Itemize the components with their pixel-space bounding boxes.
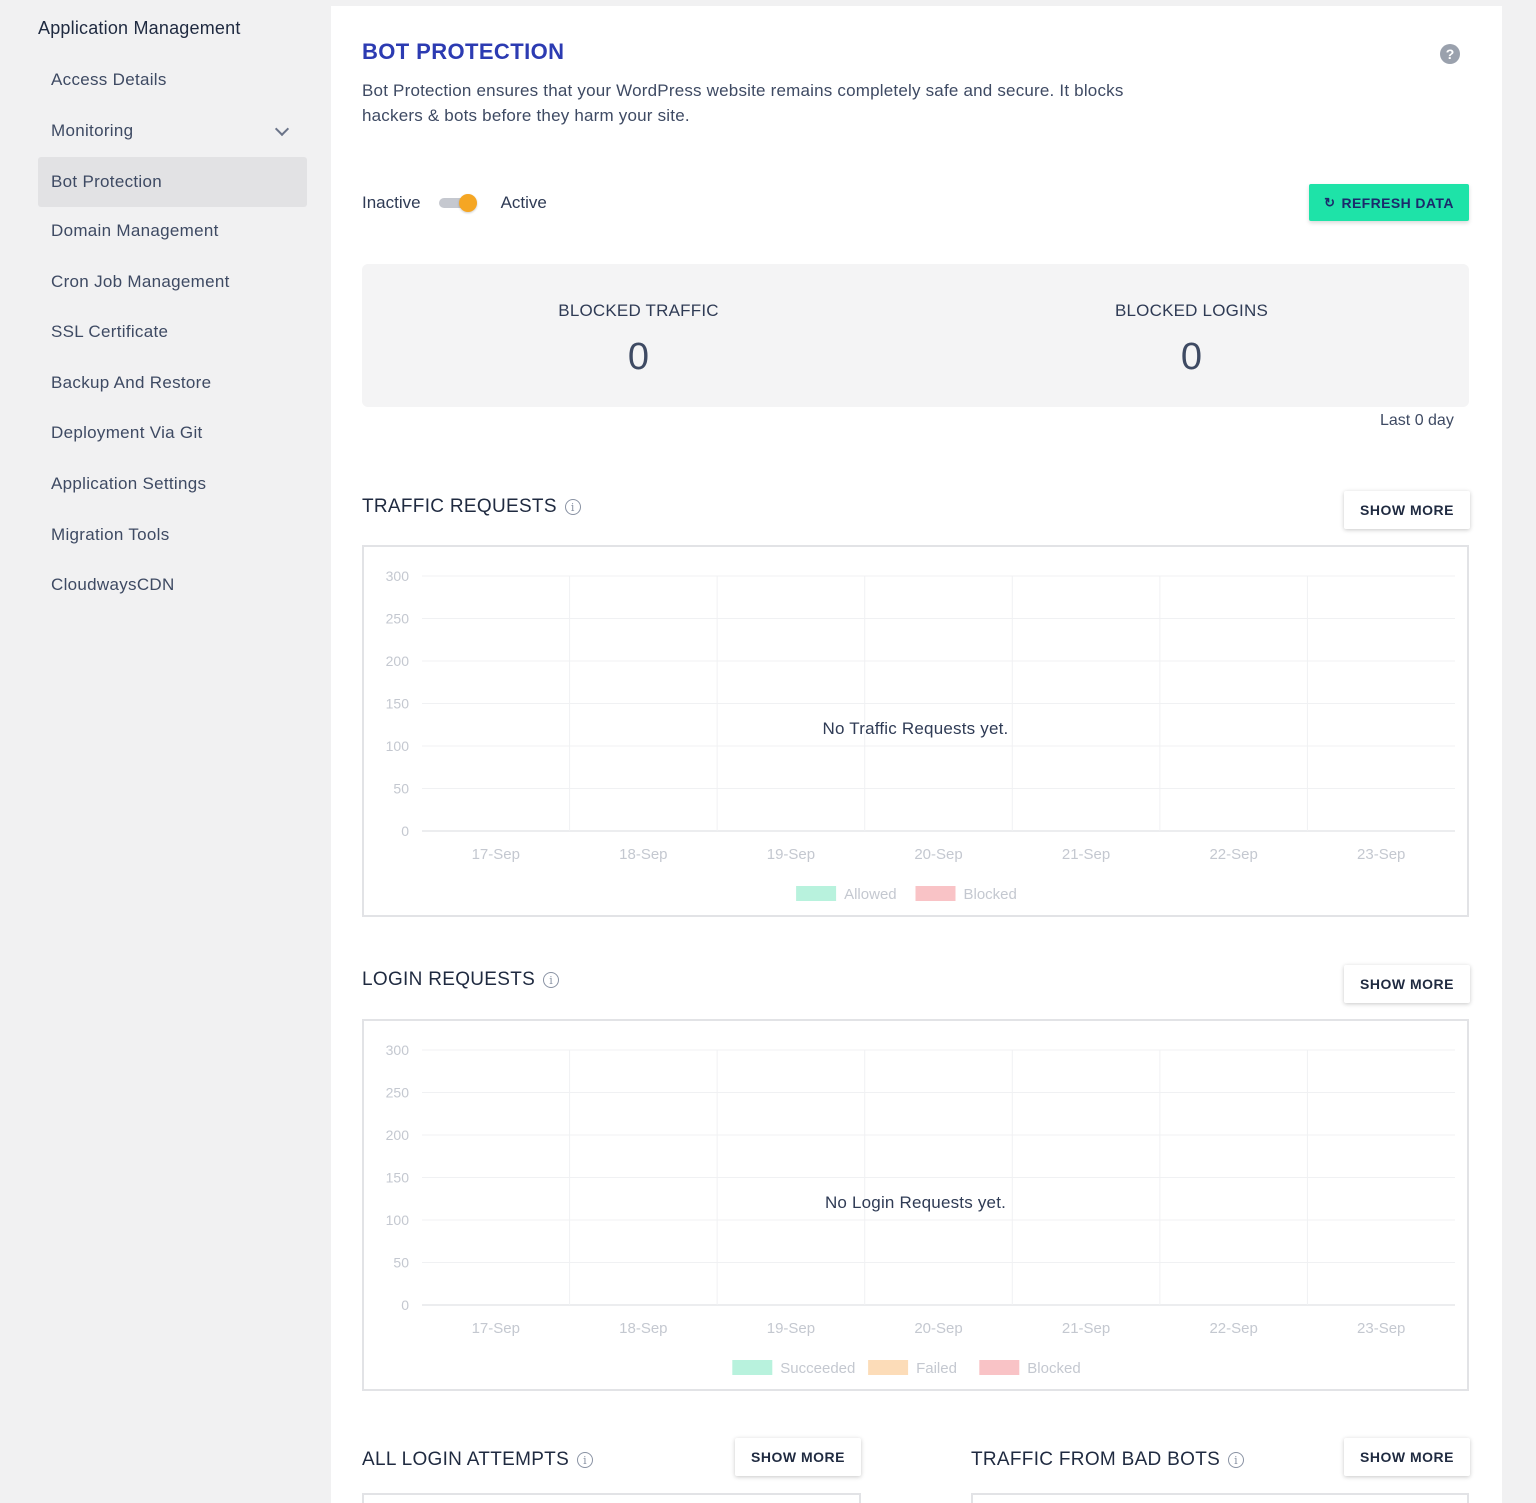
x-tick-label: 20-Sep: [914, 846, 962, 863]
legend-label: Blocked: [964, 886, 1017, 903]
traffic-requests-heading: TRAFFIC REQUESTS i: [362, 496, 581, 518]
info-icon[interactable]: i: [543, 972, 560, 988]
login-requests-title: LOGIN REQUESTS: [362, 969, 536, 990]
bad-bots-show-more-button[interactable]: SHOW MORE: [1344, 1438, 1470, 1476]
legend-swatch: [868, 1360, 909, 1375]
traffic-chart-svg: 0 50 100 150 200 250 300 17-Sep 18-Sep 19-Sep 20-S…: [386, 568, 1455, 903]
login-chart-svg: 0 50 100 150 200 250 300 17-Sep 18-Sep 19-Sep 20-S…: [386, 1042, 1455, 1377]
sidebar-item-ssl-certificate[interactable]: SSL Certificate: [51, 322, 169, 341]
sidebar: Application Management Access Details Mo…: [0, 0, 330, 1503]
all-login-attempts-heading: ALL LOGIN ATTEMPTS i: [362, 1449, 594, 1471]
sidebar-title: Application Management: [38, 18, 241, 38]
x-tick-label: 23-Sep: [1357, 1320, 1405, 1337]
x-tick-label: 22-Sep: [1209, 1320, 1257, 1337]
protection-toggle-row: Inactive Active: [362, 190, 547, 216]
stats-panel: BLOCKED TRAFFIC 0 BLOCKED LOGINS 0: [362, 264, 1469, 407]
x-tick-label: 20-Sep: [914, 1320, 962, 1337]
x-tick-label: 18-Sep: [619, 846, 667, 863]
toggle-active-label: Active: [500, 193, 547, 212]
legend-label: Allowed: [844, 886, 897, 903]
main-panel: BOT PROTECTION ? Bot Protection ensures …: [331, 6, 1502, 1503]
sidebar-item-cloudwayscdn[interactable]: CloudwaysCDN: [51, 575, 175, 594]
y-tick-label: 100: [386, 1212, 410, 1228]
y-tick-label: 300: [386, 568, 410, 584]
sidebar-item-monitoring[interactable]: Monitoring: [38, 106, 307, 156]
traffic-requests-chart: 0 50 100 150 200 250 300 17-Sep 18-Sep 19-Sep 20-S…: [362, 545, 1469, 917]
y-tick-label: 150: [386, 1170, 410, 1186]
refresh-data-button[interactable]: ↻ REFRESH DATA: [1309, 184, 1469, 221]
sidebar-item-migration-tools[interactable]: Migration Tools: [51, 525, 170, 544]
traffic-show-more-button[interactable]: SHOW MORE: [1344, 491, 1470, 529]
legend-swatch: [915, 886, 956, 901]
y-tick-label: 100: [386, 738, 410, 754]
legend-swatch: [796, 886, 837, 901]
protection-toggle[interactable]: [438, 193, 479, 213]
sidebar-item-cron-job-management[interactable]: Cron Job Management: [51, 272, 230, 291]
x-tick-label: 22-Sep: [1209, 846, 1257, 863]
x-tick-label: 23-Sep: [1357, 846, 1405, 863]
all-login-attempts-show-more-button[interactable]: SHOW MORE: [735, 1438, 861, 1476]
traffic-from-bad-bots-title: TRAFFIC FROM BAD BOTS: [971, 1449, 1221, 1470]
legend-label: Failed: [916, 1360, 957, 1377]
page-description: Bot Protection ensures that your WordPre…: [362, 81, 1124, 125]
info-icon[interactable]: i: [564, 499, 581, 515]
sidebar-item-deployment-via-git[interactable]: Deployment Via Git: [51, 423, 203, 442]
sidebar-item-label: Monitoring: [51, 121, 134, 140]
y-tick-label: 0: [401, 823, 409, 839]
x-tick-label: 17-Sep: [472, 1320, 520, 1337]
info-icon[interactable]: i: [577, 1452, 594, 1468]
stats-period: Last 0 day: [1380, 412, 1454, 429]
legend-swatch: [979, 1360, 1020, 1375]
x-tick-label: 19-Sep: [767, 846, 815, 863]
traffic-from-bad-bots-panel: [971, 1493, 1469, 1503]
x-tick-label: 17-Sep: [472, 846, 520, 863]
x-tick-label: 21-Sep: [1062, 1320, 1110, 1337]
y-tick-label: 50: [393, 1255, 409, 1271]
login-show-more-button[interactable]: SHOW MORE: [1344, 965, 1470, 1003]
y-tick-label: 200: [386, 653, 410, 669]
sidebar-item-bot-protection[interactable]: Bot Protection: [38, 157, 307, 207]
legend-label: Succeeded: [780, 1360, 855, 1377]
legend-label: Blocked: [1027, 1360, 1080, 1377]
blocked-traffic-label: BLOCKED TRAFFIC: [558, 301, 719, 320]
traffic-requests-title: TRAFFIC REQUESTS: [362, 496, 557, 517]
blocked-logins-value: 0: [1180, 336, 1203, 378]
x-tick-label: 18-Sep: [619, 1320, 667, 1337]
login-requests-chart: 0 50 100 150 200 250 300 17-Sep 18-Sep 19-Sep 20-S…: [362, 1019, 1469, 1391]
sidebar-item-access-details[interactable]: Access Details: [51, 70, 167, 89]
sidebar-item-application-settings[interactable]: Application Settings: [51, 474, 207, 493]
toggle-inactive-label: Inactive: [362, 193, 421, 212]
help-icon[interactable]: ?: [1440, 44, 1460, 64]
refresh-icon: ↻: [1324, 194, 1336, 210]
y-tick-label: 250: [386, 1085, 410, 1101]
all-login-attempts-panel: [362, 1493, 861, 1503]
refresh-data-label: REFRESH DATA: [1341, 194, 1454, 211]
x-tick-label: 19-Sep: [767, 1320, 815, 1337]
y-tick-label: 50: [393, 781, 409, 797]
legend-swatch: [732, 1360, 773, 1375]
y-tick-label: 250: [386, 611, 410, 627]
login-empty-message: No Login Requests yet.: [824, 1193, 1007, 1212]
traffic-from-bad-bots-heading: TRAFFIC FROM BAD BOTS i: [971, 1449, 1245, 1471]
sidebar-item-backup-and-restore[interactable]: Backup And Restore: [51, 373, 212, 392]
login-requests-heading: LOGIN REQUESTS i: [362, 969, 560, 991]
blocked-traffic-stat: BLOCKED TRAFFIC 0: [362, 264, 915, 407]
y-tick-label: 300: [386, 1042, 410, 1058]
toggle-track: [438, 198, 477, 208]
blocked-logins-label: BLOCKED LOGINS: [1114, 301, 1268, 320]
all-login-attempts-title: ALL LOGIN ATTEMPTS: [362, 1449, 570, 1470]
y-tick-label: 0: [401, 1297, 409, 1313]
x-tick-label: 21-Sep: [1062, 846, 1110, 863]
toggle-knob: [458, 194, 477, 212]
blocked-traffic-value: 0: [627, 336, 650, 378]
blocked-logins-stat: BLOCKED LOGINS 0: [915, 264, 1468, 407]
sidebar-item-domain-management[interactable]: Domain Management: [51, 221, 219, 240]
chevron-down-icon[interactable]: [274, 121, 290, 137]
y-tick-label: 200: [386, 1127, 410, 1143]
y-tick-label: 150: [386, 696, 410, 712]
traffic-empty-message: No Traffic Requests yet.: [822, 719, 1009, 738]
info-icon[interactable]: i: [1228, 1452, 1245, 1468]
page-title: BOT PROTECTION: [362, 39, 565, 64]
